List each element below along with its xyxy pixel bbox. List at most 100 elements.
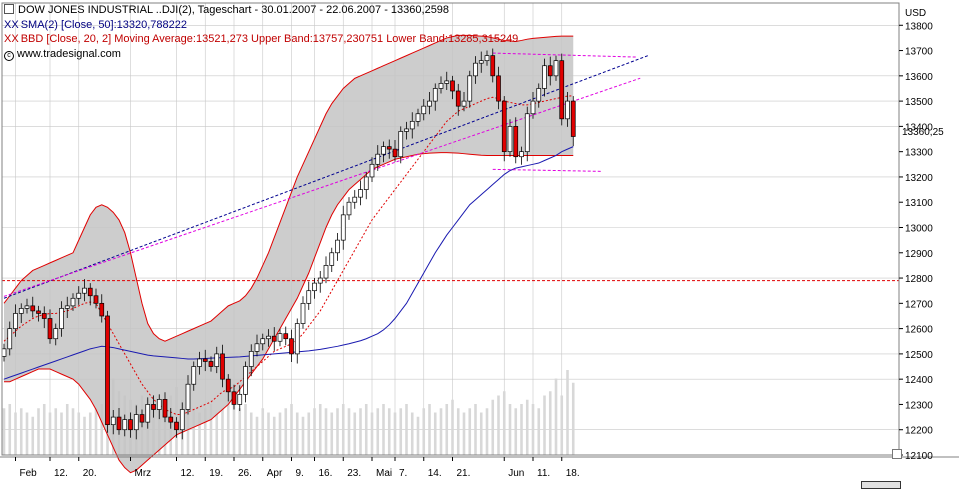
candle-body (220, 353, 225, 380)
x-tick-label: 14. (428, 468, 442, 479)
credit-line: c www.tradesignal.com (4, 47, 121, 61)
y-tick-label: 13500 (905, 97, 933, 108)
x-tick-label: 16. (319, 468, 333, 479)
x-tick-label: 26. (238, 468, 252, 479)
resize-handle[interactable] (892, 449, 902, 459)
candle-body (283, 333, 289, 340)
volume-bar (8, 404, 12, 455)
candle-body (36, 310, 41, 314)
candle-body (323, 265, 329, 279)
checkbox-icon[interactable] (4, 4, 14, 14)
y-tick-label: 12700 (905, 299, 933, 310)
candle-body (208, 361, 214, 367)
candle-body (415, 113, 421, 122)
candle-body (254, 343, 260, 352)
candle-body (329, 252, 335, 266)
candle-body (110, 416, 116, 426)
bbd-prefix: XX (4, 33, 19, 45)
candle-body (151, 404, 156, 410)
volume-bar (60, 412, 63, 455)
sma50-line (3, 146, 574, 380)
volume-bar (31, 416, 35, 455)
scrollbar-thumb[interactable] (861, 481, 901, 489)
candle-body (191, 366, 197, 385)
candle-body (312, 282, 317, 292)
resistance-line (492, 52, 637, 58)
volume-bar (261, 408, 265, 455)
volume-bar (347, 408, 351, 455)
candle-body (47, 318, 53, 340)
x-tick-label: Apr (267, 468, 283, 479)
candle-body (409, 120, 415, 130)
volume-bar (531, 404, 535, 455)
candle-body (565, 100, 570, 120)
volume-bar (491, 399, 495, 455)
volume-bar (560, 395, 564, 455)
volume-bar (324, 408, 328, 455)
support-line-magenta (492, 168, 603, 172)
candle-body (438, 83, 444, 89)
title-text: DOW JONES INDUSTRIAL ..DJI(2), Tageschar… (18, 4, 450, 16)
volume-bar (410, 412, 414, 455)
candle-body (369, 163, 375, 178)
candle-body (289, 338, 294, 355)
candle-body (13, 313, 18, 329)
volume-bar (192, 408, 196, 455)
x-tick-label: 7. (399, 468, 407, 479)
indicator-lines (2, 52, 899, 299)
volume-bar (497, 395, 500, 455)
candle-body (1, 348, 7, 357)
candle-body (392, 148, 398, 158)
volume-bar (77, 412, 81, 455)
candle-body (524, 113, 530, 153)
candle-body (461, 100, 467, 107)
y-tick-label: 12800 (905, 274, 933, 285)
volume-bar (439, 408, 443, 455)
x-tick-label: 9. (296, 468, 304, 479)
volume-bar (48, 412, 52, 455)
volume-bar (416, 416, 420, 455)
volume-bar (71, 408, 75, 455)
volume-bar (330, 412, 334, 455)
candle-body (570, 100, 576, 137)
volume-bar (462, 412, 466, 455)
candle-body (444, 80, 450, 84)
volume-bar (514, 408, 518, 455)
x-tick-label: Mai (376, 468, 392, 479)
candle-body (162, 399, 168, 418)
candle-body (450, 80, 455, 92)
y-tick-label: 12100 (905, 451, 933, 462)
candle-body (363, 176, 369, 190)
volume-bar (554, 378, 558, 455)
y-tick-label: 13200 (905, 173, 933, 184)
volume-bar (359, 408, 362, 455)
candle-body (53, 328, 59, 340)
volume-bar (376, 408, 380, 455)
credit-text[interactable]: www.tradesignal.com (17, 48, 121, 60)
candle-body (536, 88, 542, 102)
candle-body (59, 308, 64, 329)
sma-prefix: XX (4, 19, 19, 31)
volume-bar (272, 416, 276, 455)
x-axis-ticks: Feb 12. 20. Mrz 12. 19. 26. Apr 9. 16. 23. Mai 7. 14.… (15, 457, 580, 479)
volume-bar (428, 404, 431, 455)
volume-bar (387, 408, 391, 455)
volume-bar (238, 408, 242, 455)
volume-bar (456, 408, 460, 455)
volume-bar (88, 412, 92, 455)
candle-body (225, 378, 231, 393)
volume-bar (232, 404, 236, 455)
volume-bar (382, 404, 385, 455)
candle-body (99, 302, 105, 317)
candle-body (432, 88, 438, 102)
volume-bar (221, 408, 224, 455)
candle-body (352, 196, 358, 203)
candle-body (398, 131, 404, 158)
volume-bar (25, 412, 29, 455)
chart-title: DOW JONES INDUSTRIAL ..DJI(2), Tageschar… (4, 3, 449, 17)
bollinger-band (3, 34, 574, 474)
volume-bar (474, 404, 477, 455)
candle-body (519, 151, 524, 158)
bbd-text: BBD [Close, 20, 2] Moving Average:13521,… (20, 33, 519, 45)
candle-body (202, 358, 208, 362)
